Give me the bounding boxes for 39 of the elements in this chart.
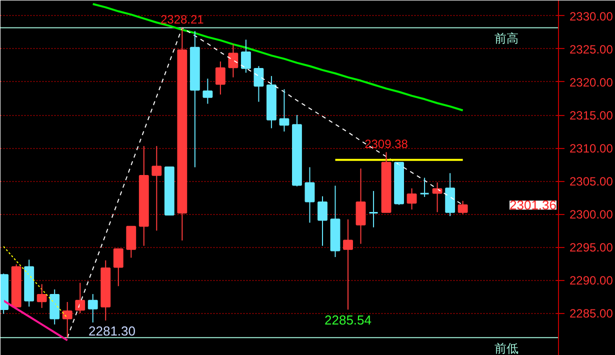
candlestick: [152, 146, 162, 232]
candlestick: [24, 259, 34, 308]
annotation: 2285.54: [324, 312, 372, 328]
y-tick-label: 2320.00: [570, 75, 614, 90]
candlestick: [190, 30, 200, 168]
annotation: 2328.21: [160, 12, 204, 27]
candlestick: [11, 264, 22, 308]
candlestick: [177, 27, 188, 242]
y-tick-label: 2310.00: [570, 142, 614, 156]
y-tick-label: 2300.00: [570, 208, 614, 222]
candlestick: [164, 166, 174, 216]
annotation: 2281.30: [88, 324, 136, 339]
candlestick: [202, 78, 213, 104]
candlestick: [138, 146, 149, 246]
y-tick-label: 2305.00: [570, 174, 614, 189]
candlestick: [318, 196, 328, 246]
candlestick: [126, 226, 136, 258]
annotation: 2309.38: [364, 137, 408, 152]
y-tick-label: 2295.00: [570, 240, 614, 255]
candlestick: [368, 190, 378, 228]
candlestick: [292, 114, 302, 187]
ref-line-label: 前低: [494, 342, 519, 355]
candlestick: [343, 218, 353, 310]
y-tick-label: 2315.00: [570, 108, 614, 122]
candlestick: [266, 76, 276, 129]
text: 2301.36: [510, 198, 557, 213]
candlestick: [88, 294, 98, 323]
candlestick: [458, 200, 468, 215]
candlestick: [100, 260, 111, 321]
y-tick-label: 2290.00: [570, 274, 614, 288]
candlestick: [113, 248, 124, 287]
candlestick: [420, 177, 430, 198]
ref-line-label: 前高: [494, 32, 519, 46]
y-tick-label: 2330.00: [570, 9, 614, 24]
candlestick: [394, 162, 404, 206]
y-tick-label: 2325.00: [570, 42, 614, 56]
y-tick-label: 2285.00: [570, 306, 614, 321]
line-series: [92, 3, 464, 112]
candlestick: [406, 188, 417, 210]
